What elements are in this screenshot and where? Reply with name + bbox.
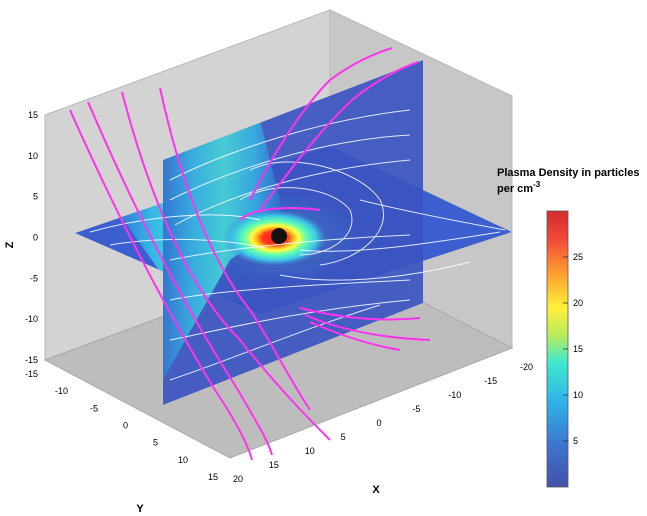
z-tick-label: -15 xyxy=(25,355,38,365)
z-tick-label: -10 xyxy=(25,314,38,324)
z-axis-ticks: -15 -10 -5 0 5 10 15 xyxy=(25,110,38,365)
colorbar: Plasma Density in particles per cm-3 5 10… xyxy=(497,167,639,488)
x-tick-label: 15 xyxy=(269,460,279,470)
z-tick-label: 0 xyxy=(33,233,38,243)
y-tick-label: 5 xyxy=(153,438,158,448)
colorbar-title-line1: Plasma Density in particles xyxy=(497,167,639,179)
y-tick-label: -15 xyxy=(25,369,38,379)
z-tick-label: 15 xyxy=(28,110,38,120)
x-tick-label: 10 xyxy=(305,446,315,456)
y-axis-label: Y xyxy=(136,503,144,515)
y-tick-label: 0 xyxy=(123,421,128,431)
y-tick-label: 15 xyxy=(208,472,218,482)
colorbar-ticks: 5 10 15 20 25 xyxy=(563,252,583,446)
colorbar-tick-label: 20 xyxy=(573,298,583,308)
x-tick-label: 20 xyxy=(233,474,243,484)
planet xyxy=(271,228,287,244)
field-lines xyxy=(69,47,431,461)
z-tick-label: 10 xyxy=(28,151,38,161)
colorbar-tick-label: 25 xyxy=(573,252,583,262)
x-tick-label: -10 xyxy=(448,390,461,400)
z-axis-label: Z xyxy=(4,241,16,248)
x-tick-label: 0 xyxy=(377,418,382,428)
colorbar-title-line2: per cm-3 xyxy=(497,180,541,195)
z-tick-label: -5 xyxy=(30,273,38,283)
colorbar-tick-label: 15 xyxy=(573,344,583,354)
colorbar-tick-label: 10 xyxy=(573,390,583,400)
z-tick-label: 5 xyxy=(33,192,38,202)
x-tick-label: -15 xyxy=(484,376,497,386)
x-axis-ticks: -20 -15 -10 -5 0 5 10 15 20 xyxy=(233,362,533,484)
x-axis-label: X xyxy=(372,484,380,496)
y-tick-label: -5 xyxy=(90,403,98,413)
y-tick-label: -10 xyxy=(55,386,68,396)
x-tick-label: 5 xyxy=(341,432,346,442)
y-axis-ticks: -15 -10 -5 0 5 10 15 xyxy=(25,369,218,482)
x-tick-label: -5 xyxy=(412,404,420,414)
streamlines xyxy=(89,109,506,381)
colorbar-tick-label: 5 xyxy=(573,436,578,446)
y-tick-label: 10 xyxy=(178,455,188,465)
x-tick-label: -20 xyxy=(520,362,533,372)
colorbar-title-exponent: -3 xyxy=(533,180,541,189)
